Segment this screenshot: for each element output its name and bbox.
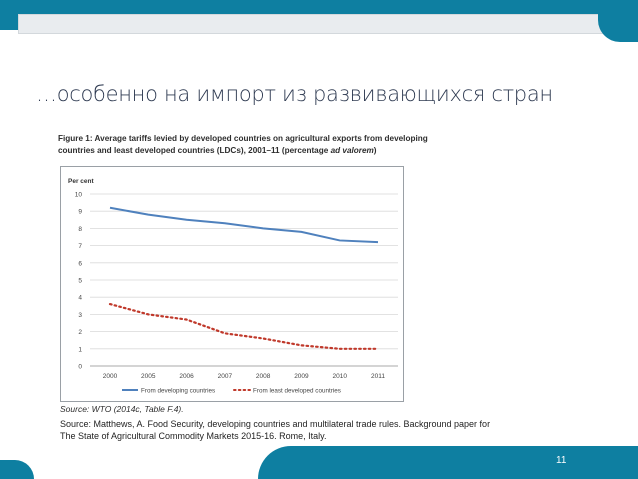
x-tick-label: 2000 — [103, 373, 118, 380]
slide-title: …особенно на импорт из развивающихся стр… — [36, 82, 553, 106]
y-tick-label: 9 — [78, 209, 82, 216]
page-number: 11 — [556, 455, 567, 466]
y-tick-label: 6 — [78, 260, 82, 267]
x-tick-label: 2010 — [332, 373, 347, 380]
y-tick-label: 10 — [75, 192, 83, 199]
legend-label-1: From developing countries — [141, 387, 215, 394]
y-tick-label: 8 — [78, 226, 82, 233]
figure-title-line1: Figure 1: Average tariffs levied by deve… — [58, 134, 428, 143]
series-line-2 — [108, 302, 380, 350]
legend-label-2: From least developed countries — [253, 387, 341, 394]
x-tick-label: 2006 — [179, 373, 194, 380]
y-tick-label: 5 — [78, 278, 82, 285]
bottom-footer-band — [258, 446, 638, 479]
top-corner-tab — [598, 0, 638, 42]
x-tick-label: 2009 — [294, 373, 309, 380]
top-header-bar — [18, 14, 620, 34]
x-tick-label: 2011 — [371, 373, 385, 380]
figure-title-line2: countries and least developed countries … — [58, 146, 331, 155]
figure-title-italic: ad valorem — [330, 146, 374, 155]
figure-source: Source: WTO (2014c, Table F.4). — [60, 404, 184, 414]
x-tick-label: 2007 — [218, 373, 233, 380]
figure-title: Figure 1: Average tariffs levied by deve… — [58, 133, 478, 157]
x-tick-label: 2008 — [256, 373, 271, 380]
y-tick-label: 4 — [78, 295, 82, 302]
y-tick-label: 0 — [78, 364, 82, 371]
bottom-corner-tab — [0, 460, 34, 479]
series-line-1 — [109, 206, 379, 244]
y-tick-label: 7 — [78, 243, 82, 250]
y-axis-label: Per cent — [68, 178, 94, 185]
y-tick-label: 2 — [78, 329, 82, 336]
chart-frame — [60, 166, 404, 402]
y-tick-label: 1 — [78, 346, 82, 353]
tariff-line-chart: Per cent 0 1 2 3 4 5 6 7 8 9 10 2000 2005 2006 2007 2008… — [68, 178, 398, 394]
y-tick-label: 3 — [78, 312, 82, 319]
figure-title-close: ) — [373, 146, 377, 155]
source-citation: Source: Matthews, A. Food Security, deve… — [60, 419, 491, 441]
x-tick-label: 2005 — [141, 373, 156, 380]
